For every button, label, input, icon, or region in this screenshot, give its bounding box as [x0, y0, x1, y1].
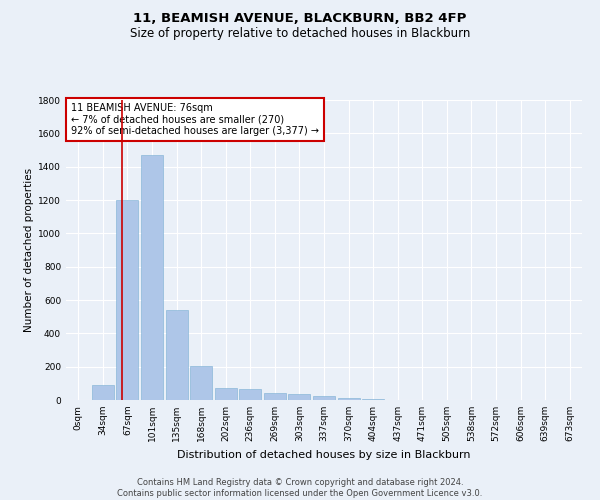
- Bar: [362, 399, 384, 400]
- Bar: [92, 385, 114, 400]
- Bar: [215, 388, 237, 400]
- Bar: [264, 392, 286, 400]
- Bar: [166, 310, 188, 400]
- Text: 11 BEAMISH AVENUE: 76sqm
← 7% of detached houses are smaller (270)
92% of semi-d: 11 BEAMISH AVENUE: 76sqm ← 7% of detache…: [71, 103, 319, 136]
- Bar: [190, 366, 212, 400]
- Text: Contains HM Land Registry data © Crown copyright and database right 2024.
Contai: Contains HM Land Registry data © Crown c…: [118, 478, 482, 498]
- Y-axis label: Number of detached properties: Number of detached properties: [24, 168, 34, 332]
- Bar: [289, 394, 310, 400]
- Text: Size of property relative to detached houses in Blackburn: Size of property relative to detached ho…: [130, 28, 470, 40]
- Bar: [338, 398, 359, 400]
- Bar: [116, 200, 139, 400]
- Bar: [141, 155, 163, 400]
- X-axis label: Distribution of detached houses by size in Blackburn: Distribution of detached houses by size …: [177, 450, 471, 460]
- Bar: [239, 389, 262, 400]
- Text: 11, BEAMISH AVENUE, BLACKBURN, BB2 4FP: 11, BEAMISH AVENUE, BLACKBURN, BB2 4FP: [133, 12, 467, 26]
- Bar: [313, 396, 335, 400]
